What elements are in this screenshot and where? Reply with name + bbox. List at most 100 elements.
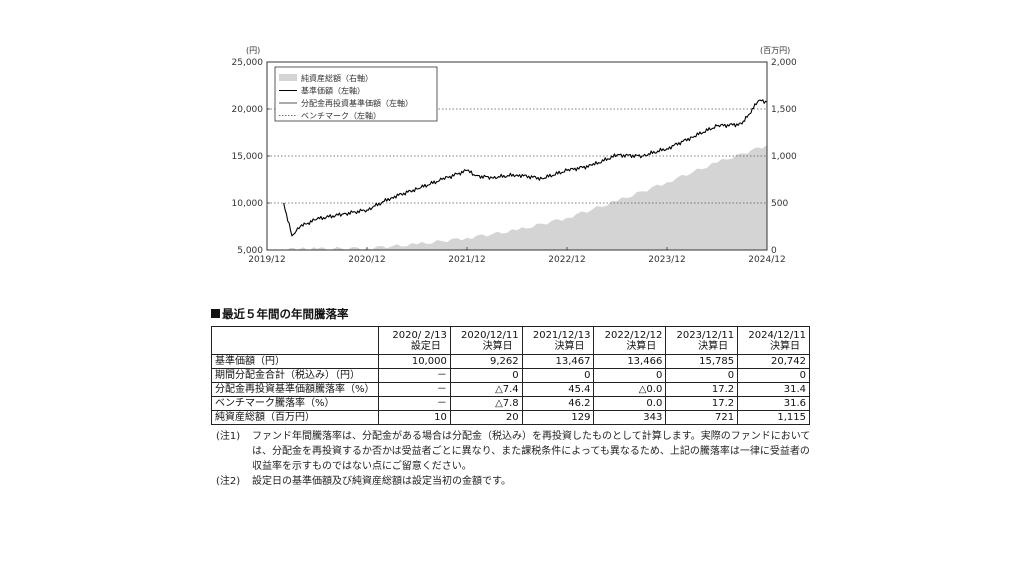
table-cell: 0 [593, 368, 667, 383]
x-tick-label: 2024/12 [748, 255, 785, 265]
table-cell: － [378, 396, 451, 411]
table-cell: 129 [521, 410, 595, 425]
left-tick-label: 15,000 [232, 152, 264, 162]
table-row: 分配金再投資基準価額騰落率（%） － △7.4 45.4 △0.0 17.2 3… [211, 382, 810, 397]
row-label: 分配金再投資基準価額騰落率（%） [211, 382, 379, 397]
footnote-tag: (注1) [216, 431, 241, 442]
row-label: 期間分配金合計（税込み）（円） [211, 368, 379, 383]
right-tick-label: 500 [771, 199, 788, 209]
net-assets-area-layer [283, 145, 767, 250]
section-heading: 最近５年間の年間騰落率 [211, 306, 349, 322]
table-cell: 0 [449, 368, 523, 383]
col-label: 決算日 [626, 340, 657, 352]
right-tick-label: 0 [771, 246, 777, 256]
table-cell: 0 [737, 368, 810, 383]
legend-swatch [279, 74, 297, 81]
col-date: 2021/12/13 [532, 329, 591, 341]
row-label: 基準価額（円） [211, 354, 379, 369]
left-tick-label: 5,000 [237, 246, 263, 256]
table-cell: 0.0 [593, 396, 667, 411]
table-cell: 343 [593, 410, 667, 425]
legend: 純資産総額（右軸） 基準価額（左軸） 分配金再投資基準価額（左軸） ベンチマーク（左軸… [274, 66, 438, 122]
right-axis-unit: (百万円) [760, 46, 790, 55]
table-col-header: 2020/12/11 決算日 [449, 326, 523, 355]
table-cell: 20 [449, 410, 523, 425]
table-col-header: 2021/12/13 決算日 [521, 326, 595, 355]
table-cell: 17.2 [665, 382, 739, 397]
table-header-row: 2020/ 2/13 設定日 2020/12/11 決算日 2021/12/13 決算… [211, 326, 810, 355]
square-bullet-icon [211, 309, 220, 318]
right-tick-label: 1,000 [771, 152, 797, 162]
col-date: 2024/12/11 [748, 329, 806, 341]
table-cell: 9,262 [449, 354, 523, 369]
x-tick-label: 2020/12 [348, 255, 385, 265]
table-cell: 10 [378, 410, 451, 425]
section-heading-text: 最近５年間の年間騰落率 [222, 307, 349, 321]
table-cell: 1,115 [737, 410, 810, 425]
annual-performance-table: 2020/ 2/13 設定日 2020/12/11 決算日 2021/12/13 決算… [211, 326, 810, 425]
right-tick-label: 1,500 [771, 105, 797, 115]
table-cell: 46.2 [521, 396, 595, 411]
col-date: 2020/12/11 [461, 329, 519, 341]
x-tick-label: 2022/12 [548, 255, 585, 265]
axis-ticks-layer: 5,000 10,000 15,000 20,000 25,000 0 500 1,000 1,… [232, 58, 798, 265]
table-col-header: 2020/ 2/13 設定日 [378, 326, 451, 355]
row-label: ベンチマーク騰落率（%） [211, 396, 379, 411]
table-cell: 10,000 [378, 354, 451, 369]
left-tick-label: 20,000 [232, 105, 264, 115]
table-row: 期間分配金合計（税込み）（円） － 0 0 0 0 0 [211, 368, 810, 383]
legend-label: 純資産総額（右軸） [301, 73, 373, 83]
x-tick-label: 2021/12 [448, 255, 485, 265]
table-cell: 721 [665, 410, 739, 425]
table-row: ベンチマーク騰落率（%） － △7.8 46.2 0.0 17.2 31.6 [211, 396, 810, 411]
table-cell: － [378, 382, 451, 397]
nav-line [283, 99, 768, 237]
footnote-text: ファンド年間騰落率は、分配金がある場合は分配金（税込み）を再投資したものとして計… [252, 431, 811, 472]
right-tick-label: 2,000 [771, 58, 797, 68]
table-col-header: 2024/12/11 決算日 [737, 326, 810, 355]
footnotes: (注1) ファンド年間騰落率は、分配金がある場合は分配金（税込み）を再投資したも… [216, 429, 816, 489]
table-cell: 13,467 [521, 354, 595, 369]
table-cell: 15,785 [665, 354, 739, 369]
col-label: 決算日 [770, 340, 800, 352]
table-cell: 20,742 [737, 354, 810, 369]
table-cell: 17.2 [665, 396, 739, 411]
x-tick-label: 2019/12 [248, 255, 285, 265]
table-cell: 0 [521, 368, 595, 383]
grid-layer [267, 108, 767, 204]
footnote-tag: (注2) [216, 476, 241, 487]
table-cell: △7.8 [449, 396, 523, 411]
nav-chart: 5,000 10,000 15,000 20,000 25,000 0 500 1,000 1,… [232, 46, 798, 265]
x-tick-label: 2023/12 [648, 255, 685, 265]
col-label: 決算日 [698, 340, 729, 352]
table-col-header: 2022/12/12 決算日 [593, 326, 667, 355]
legend-box [274, 66, 438, 122]
left-axis-unit: (円) [246, 46, 260, 55]
series-lines-layer [283, 99, 768, 237]
col-date: 2023/12/11 [676, 329, 735, 341]
col-label: 決算日 [482, 340, 513, 352]
col-label: 決算日 [554, 340, 585, 352]
table-cell: － [378, 368, 451, 383]
col-date: 2020/ 2/13 [392, 329, 447, 341]
legend-label: ベンチマーク（左軸） [301, 111, 381, 121]
table-cell: 13,466 [593, 354, 667, 369]
row-label: 純資産総額（百万円） [211, 410, 379, 425]
left-tick-label: 10,000 [232, 199, 264, 209]
left-tick-label: 25,000 [232, 58, 264, 68]
legend-label: 基準価額（左軸） [301, 86, 365, 96]
footnote: (注1) ファンド年間騰落率は、分配金がある場合は分配金（税込み）を再投資したも… [216, 429, 816, 474]
legend-label: 分配金再投資基準価額（左軸） [301, 98, 413, 108]
table-corner-cell [211, 326, 379, 355]
table-col-header: 2023/12/11 決算日 [665, 326, 739, 355]
col-date: 2022/12/12 [604, 329, 663, 341]
net-assets-area [283, 145, 767, 250]
table-row: 純資産総額（百万円） 10 20 129 343 721 1,115 [211, 410, 810, 425]
table-cell: 0 [665, 368, 739, 383]
table-cell: 31.6 [737, 396, 810, 411]
table-cell: △7.4 [449, 382, 523, 397]
table-cell: △0.0 [593, 382, 667, 397]
footnote-text: 設定日の基準価額及び純資産総額は設定当初の金額です。 [252, 476, 511, 487]
col-label: 設定日 [410, 340, 441, 352]
footnote: (注2) 設定日の基準価額及び純資産総額は設定当初の金額です。 [216, 474, 816, 489]
